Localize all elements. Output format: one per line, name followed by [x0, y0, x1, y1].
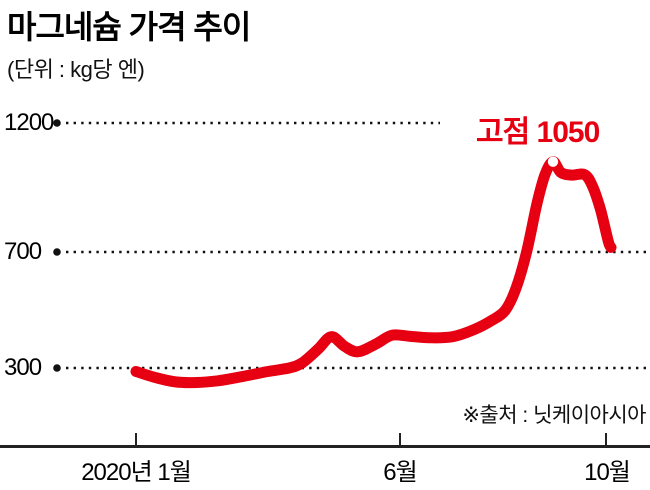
price-line-series — [130, 156, 617, 389]
y-tick-label-1200: 1200 — [4, 109, 54, 136]
x-tick-label-jun: 6월 — [383, 459, 417, 486]
grid-bullet-700 — [53, 248, 61, 256]
chart-title: 마그네슘 가격 추이 — [7, 9, 251, 45]
gridlines — [53, 119, 648, 372]
x-tick-label-oct: 10월 — [584, 459, 631, 486]
peak-marker — [547, 156, 559, 167]
x-tick-label-jan2020: 2020년 1월 — [81, 459, 192, 486]
grid-bullet-1200 — [53, 119, 61, 127]
source-label: ※출처 : 닛케이아시아 — [462, 404, 646, 427]
unit-label: (단위 : kg당 엔) — [7, 57, 145, 82]
x-axis — [0, 433, 650, 448]
grid-bullet-300 — [53, 364, 61, 372]
peak-annotation: 고점 1050 — [476, 116, 600, 149]
y-tick-label-700: 700 — [4, 238, 42, 265]
y-tick-label-300: 300 — [4, 354, 42, 381]
